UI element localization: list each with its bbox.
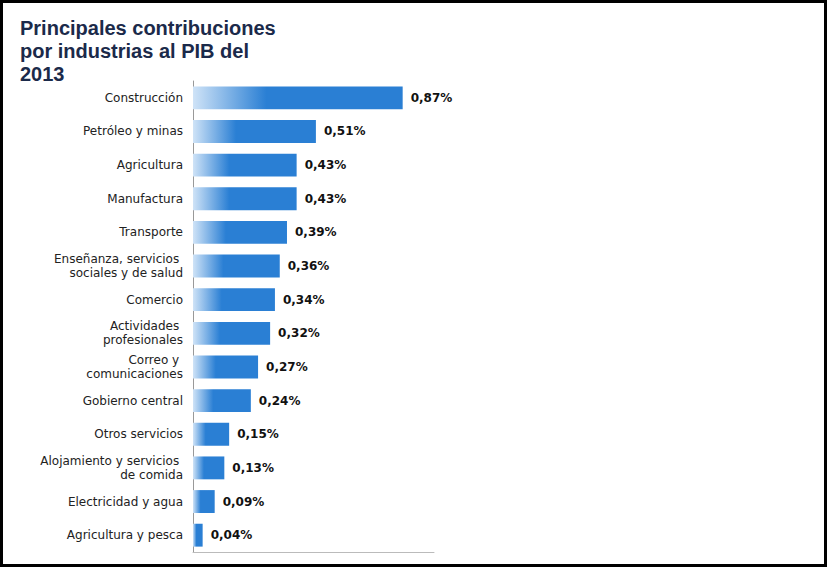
svg-text:Transporte: Transporte xyxy=(118,225,183,239)
svg-text:Principales contribuciones: Principales contribuciones xyxy=(20,17,281,39)
svg-text:0,24%: 0,24% xyxy=(259,394,301,408)
svg-text:0,39%: 0,39% xyxy=(295,225,337,239)
svg-text:0,09%: 0,09% xyxy=(223,495,265,509)
svg-text:Actividades: Actividades xyxy=(110,319,183,333)
svg-text:Gobierno central: Gobierno central xyxy=(83,394,183,408)
svg-text:por industrias al PIB del: por industrias al PIB del xyxy=(20,40,255,62)
svg-text:Electricidad y agua: Electricidad y agua xyxy=(68,495,183,509)
svg-text:0,87%: 0,87% xyxy=(411,91,453,105)
svg-text:Manufactura: Manufactura xyxy=(107,192,183,206)
svg-text:0,04%: 0,04% xyxy=(211,528,253,542)
svg-text:Alojamiento y servicios: Alojamiento y servicios xyxy=(40,454,183,468)
svg-text:Agricultura y pesca: Agricultura y pesca xyxy=(67,528,183,542)
svg-text:0,36%: 0,36% xyxy=(288,259,330,273)
svg-text:0,15%: 0,15% xyxy=(237,427,279,441)
svg-text:Petróleo y minas: Petróleo y minas xyxy=(83,124,183,138)
svg-text:Comercio: Comercio xyxy=(126,293,183,307)
svg-text:0,43%: 0,43% xyxy=(305,158,347,172)
svg-text:0,13%: 0,13% xyxy=(232,461,274,475)
svg-text:Correo y: Correo y xyxy=(128,353,183,367)
svg-text:0,27%: 0,27% xyxy=(266,360,308,374)
svg-text:Construcción: Construcción xyxy=(105,91,183,105)
svg-text:sociales y de salud: sociales y de salud xyxy=(69,266,183,280)
svg-text:0,32%: 0,32% xyxy=(278,326,320,340)
svg-text:0,43%: 0,43% xyxy=(305,192,347,206)
svg-text:Otros servicios: Otros servicios xyxy=(94,427,183,441)
svg-text:profesionales: profesionales xyxy=(103,333,183,347)
svg-text:comunicaciones: comunicaciones xyxy=(86,367,183,381)
svg-text:0,51%: 0,51% xyxy=(324,124,366,138)
svg-text:0,34%: 0,34% xyxy=(283,293,325,307)
svg-text:Agricultura: Agricultura xyxy=(117,158,183,172)
svg-text:2013: 2013 xyxy=(20,63,65,85)
svg-text:Enseñanza, servicios: Enseñanza, servicios xyxy=(54,252,183,266)
svg-text:de comida: de comida xyxy=(120,468,183,482)
